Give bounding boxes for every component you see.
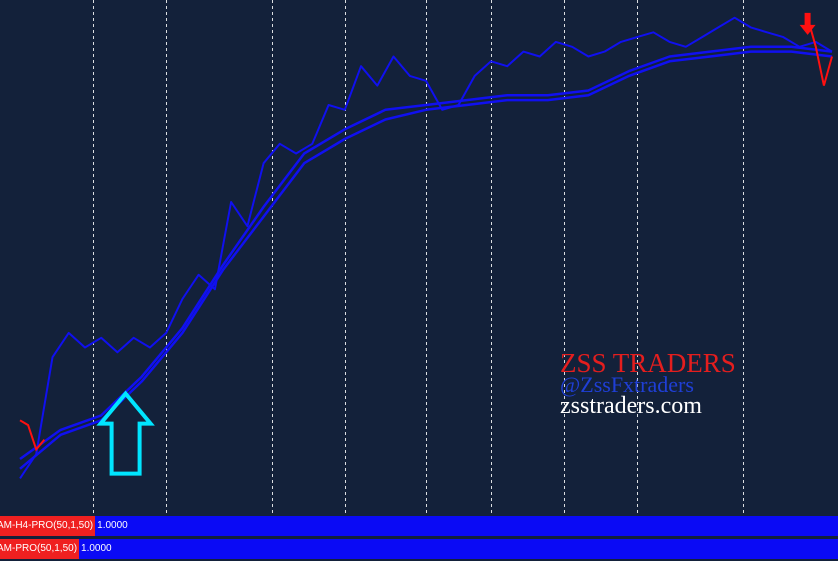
watermark-site: zsstraders.com [560,393,702,419]
price-chart [19,0,833,515]
arrow-layer [96,12,816,476]
signal-layer [19,17,833,452]
indicator-value-2: 1.0000 [81,543,112,554]
vertical-grid [93,0,744,515]
series-moving-average-fast [19,45,833,461]
signal-segment-right [806,17,833,86]
series-price [19,16,833,479]
indicator-panel-1[interactable]: AM-H4-PRO(50,1,50) 1.0000 [0,516,838,536]
indicator-label-1: AM-H4-PRO(50,1,50) 1.0000 [0,516,130,536]
series-moving-average-slow [19,50,833,470]
indicator-name-2: AM-PRO(50,1,50) [0,539,80,559]
indicator-value-1: 1.0000 [97,520,128,531]
indicator-panel-2[interactable]: AM-PRO(50,1,50) 1.0000 [0,539,838,559]
arrow-up-icon [96,390,155,476]
series-layer [19,16,833,479]
watermark-handle: @ZssFxtraders [560,372,694,397]
indicator-name-1: AM-H4-PRO(50,1,50) [0,516,96,536]
indicator-label-2: AM-PRO(50,1,50) 1.0000 [0,539,114,559]
arrow-down-icon [799,12,816,35]
watermark-title: ZSS TRADERS [560,348,736,378]
signal-segment-left [19,419,46,452]
